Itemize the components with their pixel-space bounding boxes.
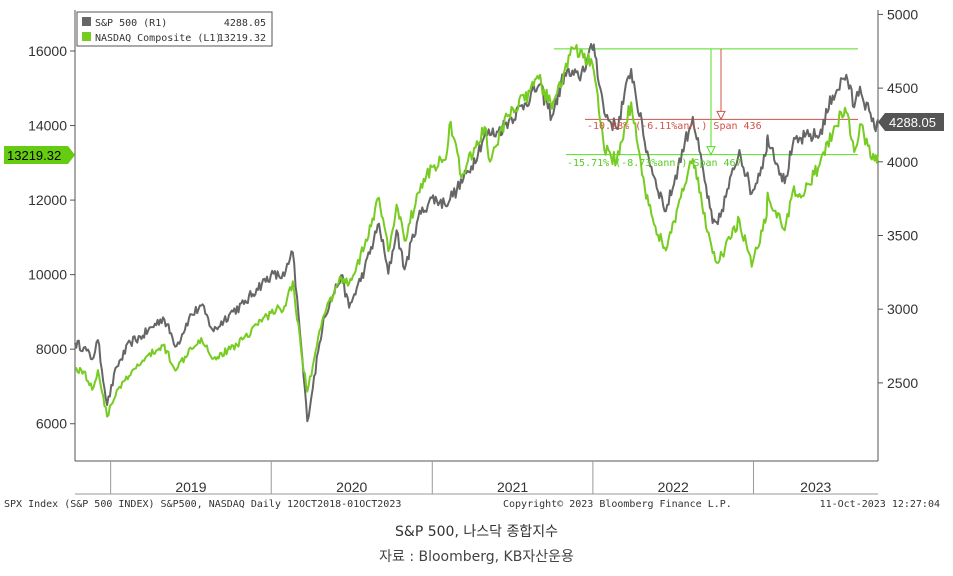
right-tick-label: 3000 [887, 301, 918, 317]
year-label: 2023 [800, 479, 831, 495]
left-tick-label: 6000 [36, 416, 67, 432]
last-value-tag-right-text: 4288.05 [889, 115, 936, 130]
left-tick-label: 12000 [28, 192, 67, 208]
left-tick-label: 14000 [28, 118, 67, 134]
legend-value-nasdaq: 13219.32 [218, 33, 266, 44]
figure-source: 자료 : Bloomberg, KB자산운용 [379, 549, 574, 565]
footer-right: 11-Oct-2023 12:27:04 [820, 499, 940, 510]
series-layer [74, 43, 879, 423]
annotation-red-arrowhead [716, 110, 726, 121]
right-tick-label: 4500 [887, 80, 918, 96]
annotation-green-arrowhead [706, 146, 716, 156]
figure-caption: S&P 500, 나스닥 종합지수 [395, 524, 558, 540]
chart: 16000 14000 12000 10000 8000 6000 5000 4500 400… [4, 6, 944, 510]
right-axis-ticks: 5000 4500 4000 3500 3000 2500 [878, 6, 918, 391]
legend-value-sp500: 4288.05 [224, 18, 266, 29]
year-label: 2020 [336, 479, 367, 495]
left-tick-label: 8000 [36, 341, 67, 357]
left-tick-label: 10000 [28, 267, 67, 283]
left-axis-ticks: 16000 14000 12000 10000 8000 6000 [28, 43, 75, 432]
right-tick-label: 2500 [887, 375, 918, 391]
legend-swatch-nasdaq [82, 32, 91, 41]
last-value-tag-left: 13219.32 [4, 146, 75, 164]
legend-label-sp500: S&P 500 (R1) [95, 18, 167, 29]
last-value-tag-right: 4288.05 [878, 113, 944, 131]
right-tick-label: 4000 [887, 154, 918, 170]
legend-box [76, 11, 273, 47]
year-label: 2022 [658, 479, 689, 495]
year-label: 2021 [497, 479, 528, 495]
last-value-tag-left-text: 13219.32 [7, 148, 61, 163]
last-value-tag-left-bg [4, 146, 75, 164]
right-tick-label: 5000 [887, 6, 918, 22]
plot-area [75, 10, 878, 461]
legend: S&P 500 (R1) 4288.05 NASDAQ Composite (L… [76, 11, 273, 47]
drawdown-annotations [553, 48, 858, 156]
annotation-red-label: -10.88% (-6.11%ann.) Span 436 [587, 121, 762, 132]
left-tick-label: 16000 [28, 43, 67, 59]
x-axis-ticks: 2019 2020 2021 2022 2023 [110, 461, 832, 495]
footer-center: Copyright© 2023 Bloomberg Finance L.P. [503, 499, 732, 510]
legend-swatch-sp500 [82, 17, 91, 26]
year-label: 2019 [175, 479, 206, 495]
series-line-nasdaq [74, 44, 879, 418]
annotation-green-label: -15.71% (-8.73%ann.) Span 467 [567, 158, 742, 169]
legend-label-nasdaq: NASDAQ Composite (L1) [95, 33, 221, 44]
last-value-tag-right-bg [878, 113, 944, 131]
right-tick-label: 3500 [887, 228, 918, 244]
footer-left: SPX Index (S&P 500 INDEX) S&P500, NASDAQ… [4, 499, 401, 510]
